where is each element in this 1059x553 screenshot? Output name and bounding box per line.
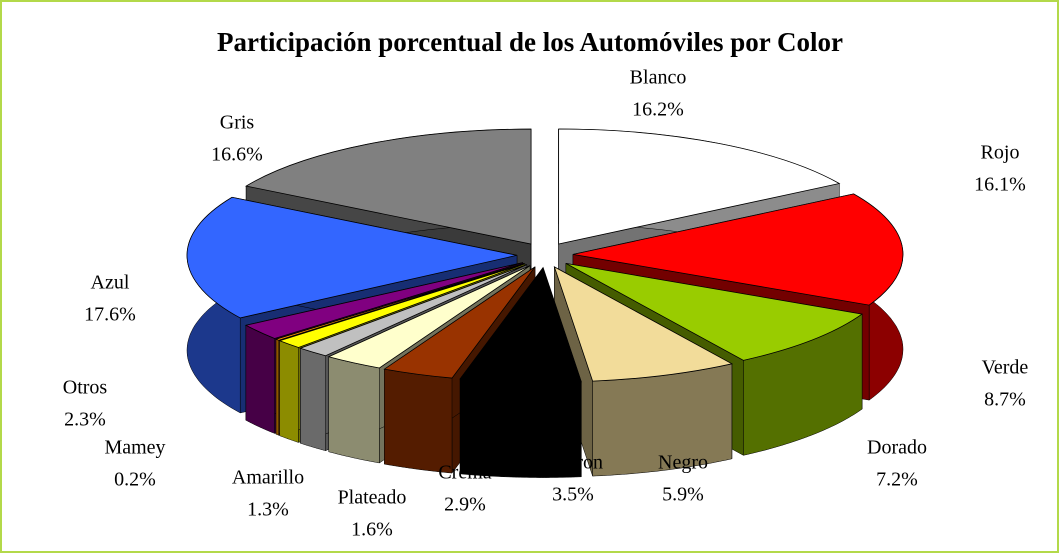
slice-value-label: 1.6% xyxy=(351,519,393,541)
slice-label: Negro xyxy=(658,452,708,474)
slice xyxy=(245,128,532,245)
slice-value-label: 2.3% xyxy=(64,409,106,431)
slice-value-label: 1.3% xyxy=(247,499,289,521)
slice xyxy=(565,263,864,361)
slice xyxy=(299,264,527,357)
slice-value-label: 7.2% xyxy=(876,469,918,491)
slice xyxy=(186,196,518,319)
slice xyxy=(383,266,536,379)
slice-label: Verde xyxy=(982,357,1029,379)
slice-label: Rojo xyxy=(981,142,1020,164)
slice-side xyxy=(275,338,280,436)
slice xyxy=(572,193,904,306)
slice-value-label: 8.7% xyxy=(984,389,1026,411)
slice-label: Plateado xyxy=(338,487,407,509)
slice-label: Otros xyxy=(63,377,108,399)
slice-label: Dorado xyxy=(867,437,927,459)
slice-value-label: 5.9% xyxy=(662,484,704,506)
slice xyxy=(558,128,841,245)
slice xyxy=(278,263,526,348)
slice-value-label: 2.9% xyxy=(444,494,486,516)
slice-label: Gris xyxy=(220,112,255,134)
slice-side xyxy=(300,347,326,452)
slice xyxy=(274,262,525,341)
slice-side xyxy=(384,368,453,474)
slice-value-label: 16.1% xyxy=(974,174,1026,196)
slice xyxy=(553,266,734,382)
slice-label: Amarillo xyxy=(232,467,304,489)
slice xyxy=(327,265,531,369)
slice-label: Azul xyxy=(91,272,130,294)
slice-label: Mamey xyxy=(104,437,165,459)
slice-value-label: 16.6% xyxy=(211,144,263,166)
slice-value-label: 0.2% xyxy=(114,469,156,491)
slice-value-label: 16.2% xyxy=(632,99,684,121)
slice-label: Marron xyxy=(543,452,603,474)
slice-value-label: 3.5% xyxy=(552,484,594,506)
slice-side xyxy=(328,356,380,464)
slice xyxy=(244,262,523,339)
chart-title: Participación porcentual de los Automóvi… xyxy=(217,27,843,57)
slice-label: Crema xyxy=(438,462,491,484)
slice-value-label: 17.6% xyxy=(84,304,136,326)
slice-side xyxy=(279,340,299,443)
slice xyxy=(459,266,582,383)
slice-label: Blanco xyxy=(630,67,687,89)
slice-side xyxy=(245,324,275,434)
